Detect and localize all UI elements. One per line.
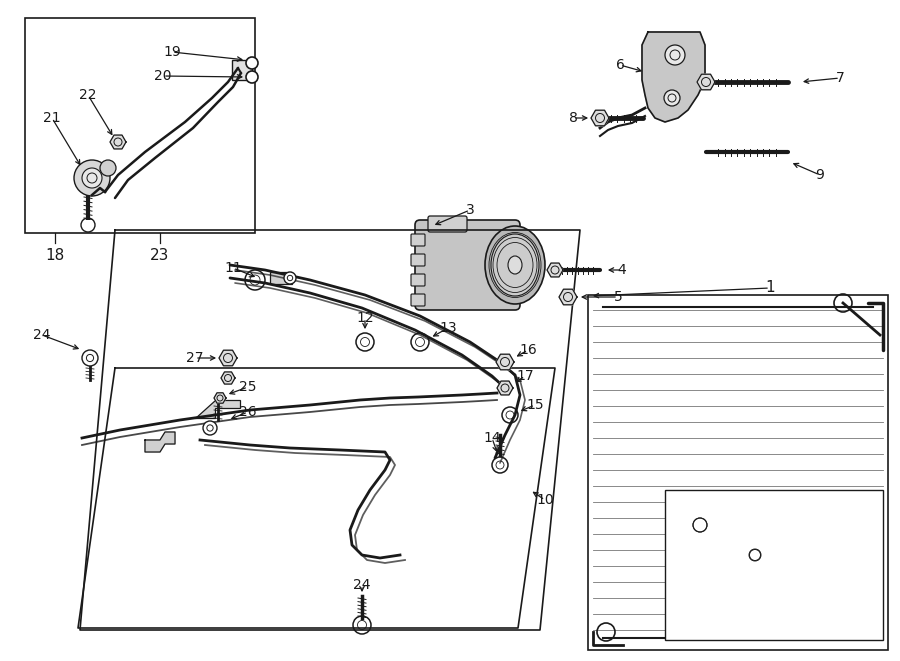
Circle shape [664,90,680,106]
Text: 8: 8 [569,111,578,125]
Text: 27: 27 [186,351,203,365]
Polygon shape [559,290,577,305]
Text: 19: 19 [163,45,181,59]
Circle shape [246,71,258,83]
Text: 24: 24 [353,578,371,592]
Bar [588,295,888,650]
Bar [25,18,255,233]
Text: 25: 25 [239,380,256,394]
Text: 9: 9 [815,168,824,182]
Polygon shape [547,263,563,277]
Text: 2: 2 [843,525,853,541]
Polygon shape [219,350,237,366]
FancyBboxPatch shape [428,216,467,232]
Circle shape [665,45,685,65]
Text: 1: 1 [765,280,775,295]
Circle shape [203,421,217,435]
Polygon shape [195,400,240,418]
Text: 11: 11 [224,261,242,275]
FancyBboxPatch shape [411,234,425,246]
Polygon shape [642,32,705,122]
Polygon shape [496,354,514,369]
Text: 10: 10 [536,493,554,507]
Text: 12: 12 [356,311,374,325]
Text: 22: 22 [79,88,97,102]
Circle shape [798,565,818,585]
Polygon shape [221,372,235,384]
Polygon shape [686,513,714,537]
Bar [232,60,252,80]
Text: 6: 6 [616,58,625,72]
Polygon shape [214,393,226,403]
FancyBboxPatch shape [411,254,425,266]
Polygon shape [697,74,715,90]
Circle shape [803,570,813,580]
Circle shape [246,57,258,69]
Text: 14: 14 [483,431,500,445]
Polygon shape [744,545,766,564]
Text: 24: 24 [33,328,50,342]
Ellipse shape [485,226,545,304]
Polygon shape [497,381,513,395]
Bar [665,490,883,640]
FancyBboxPatch shape [415,220,520,310]
Text: 20: 20 [154,69,172,83]
Text: 26: 26 [239,405,256,419]
Polygon shape [145,432,175,452]
Text: 13: 13 [439,321,457,335]
Text: 7: 7 [835,71,844,85]
Circle shape [284,272,296,284]
Polygon shape [110,135,126,149]
Polygon shape [591,110,609,126]
FancyBboxPatch shape [411,294,425,306]
Text: 23: 23 [150,248,170,263]
FancyBboxPatch shape [411,274,425,286]
Text: 5: 5 [614,290,623,304]
Ellipse shape [491,234,539,296]
Text: 18: 18 [45,248,65,263]
Text: 21: 21 [43,111,61,125]
Bar [270,272,292,284]
Text: 17: 17 [517,369,534,383]
Text: 3: 3 [465,203,474,217]
Circle shape [74,160,110,196]
Text: 16: 16 [519,343,537,357]
Circle shape [82,168,102,188]
Ellipse shape [508,256,522,274]
Circle shape [100,160,116,176]
Text: 4: 4 [617,263,626,277]
Text: 15: 15 [526,398,544,412]
Circle shape [82,350,98,366]
